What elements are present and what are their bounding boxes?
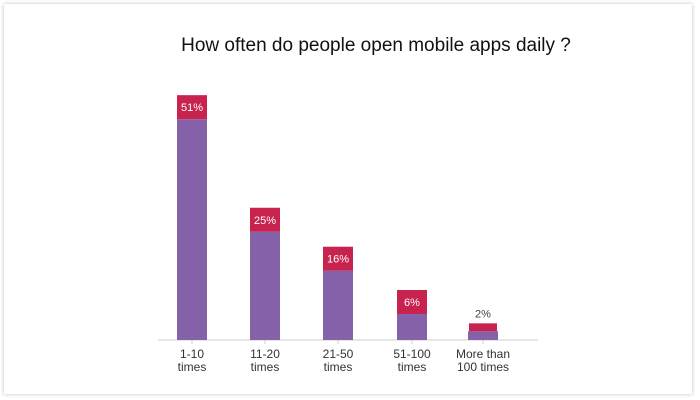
x-tick-label-2-line-2: times [251, 360, 280, 374]
bar-4 [397, 314, 427, 340]
x-tick-labels-layer: 1-10times11-20times21-50times51-100times… [178, 340, 510, 374]
bar-2 [250, 231, 280, 340]
value-labels-layer: 51% 25% 16% 6% 2% [177, 95, 497, 332]
bar-1 [177, 119, 207, 340]
value-label-1: 51% [181, 102, 203, 114]
value-label-2: 25% [254, 215, 276, 227]
x-tick-label-4-line-2: times [398, 360, 427, 374]
x-tick-label-4-line-1: 51-100 [393, 347, 431, 361]
value-label-box-3 [323, 246, 353, 271]
x-tick-label-5-line-2: 100 times [457, 360, 509, 374]
value-label-box-4 [397, 290, 427, 315]
x-tick-label-3-line-2: times [324, 360, 353, 374]
x-tick-label-5-line-1: More than [456, 347, 510, 361]
x-tick-label-1-line-2: times [178, 360, 207, 374]
x-tick-label-2-line-1: 11-20 [250, 347, 280, 361]
bar-5 [468, 331, 498, 340]
value-label-5: 2% [475, 308, 491, 320]
value-label-3: 16% [327, 254, 349, 266]
bar-3 [323, 270, 353, 340]
bar-chart: How often do people open mobile apps dai… [158, 35, 571, 374]
x-tick-label-1-line-1: 1-10 [180, 347, 204, 361]
bars-layer [177, 119, 498, 340]
value-label-4: 6% [404, 297, 420, 309]
value-label-box-2 [250, 207, 280, 232]
value-label-box-1 [177, 95, 207, 120]
chart-title: How often do people open mobile apps dai… [181, 35, 571, 56]
x-tick-label-3-line-1: 21-50 [323, 347, 354, 361]
value-label-box-5 [469, 323, 497, 332]
chart-frame: How often do people open mobile apps dai… [4, 4, 692, 394]
